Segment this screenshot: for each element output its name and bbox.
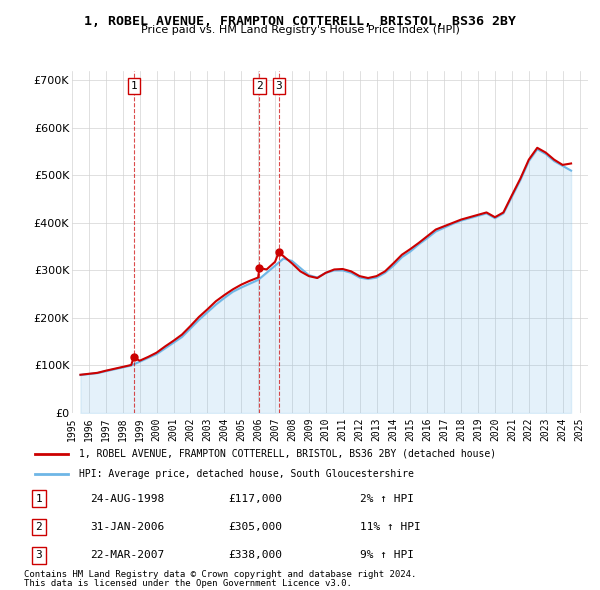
Text: HPI: Average price, detached house, South Gloucestershire: HPI: Average price, detached house, Sout… (79, 470, 414, 479)
Text: Contains HM Land Registry data © Crown copyright and database right 2024.: Contains HM Land Registry data © Crown c… (24, 571, 416, 579)
Text: £117,000: £117,000 (228, 494, 282, 503)
Text: £338,000: £338,000 (228, 550, 282, 560)
Text: This data is licensed under the Open Government Licence v3.0.: This data is licensed under the Open Gov… (24, 579, 352, 588)
Text: 11% ↑ HPI: 11% ↑ HPI (360, 522, 421, 532)
Text: 3: 3 (35, 550, 43, 560)
Text: 1: 1 (130, 81, 137, 91)
Text: 9% ↑ HPI: 9% ↑ HPI (360, 550, 414, 560)
Text: 31-JAN-2006: 31-JAN-2006 (90, 522, 164, 532)
Text: 1, ROBEL AVENUE, FRAMPTON COTTERELL, BRISTOL, BS36 2BY (detached house): 1, ROBEL AVENUE, FRAMPTON COTTERELL, BRI… (79, 448, 496, 458)
Text: 2: 2 (256, 81, 263, 91)
Text: Price paid vs. HM Land Registry's House Price Index (HPI): Price paid vs. HM Land Registry's House … (140, 25, 460, 35)
Text: 2: 2 (35, 522, 43, 532)
Text: 24-AUG-1998: 24-AUG-1998 (90, 494, 164, 503)
Text: 3: 3 (275, 81, 282, 91)
Text: 2% ↑ HPI: 2% ↑ HPI (360, 494, 414, 503)
Text: £305,000: £305,000 (228, 522, 282, 532)
Text: 1: 1 (35, 494, 43, 503)
Text: 22-MAR-2007: 22-MAR-2007 (90, 550, 164, 560)
Text: 1, ROBEL AVENUE, FRAMPTON COTTERELL, BRISTOL, BS36 2BY: 1, ROBEL AVENUE, FRAMPTON COTTERELL, BRI… (84, 15, 516, 28)
